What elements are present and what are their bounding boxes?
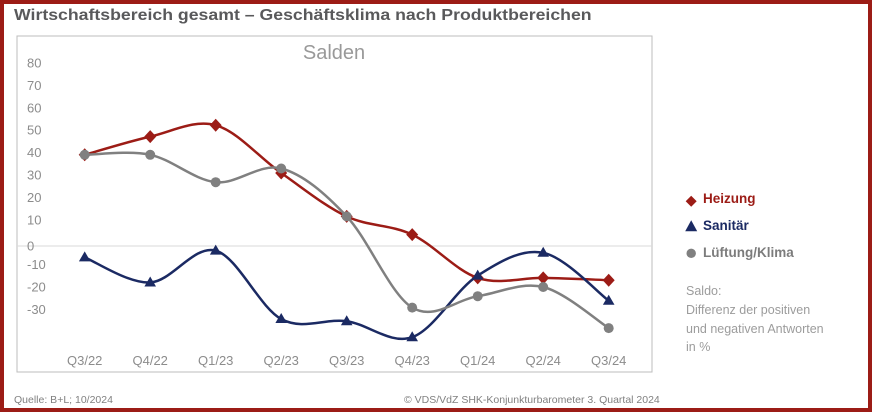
svg-text:0: 0	[27, 239, 34, 254]
svg-text:Salden: Salden	[303, 42, 365, 64]
svg-text:10: 10	[27, 212, 41, 227]
svg-text:Q2/24: Q2/24	[525, 353, 560, 368]
svg-text:30: 30	[27, 168, 41, 183]
svg-text:Q4/23: Q4/23	[394, 353, 429, 368]
svg-text:Q4/22: Q4/22	[132, 353, 167, 368]
svg-text:Q2/23: Q2/23	[263, 353, 298, 368]
svg-text:-10: -10	[27, 257, 46, 272]
svg-text:Q3/22: Q3/22	[67, 353, 102, 368]
svg-text:20: 20	[27, 190, 41, 205]
svg-text:Q3/23: Q3/23	[329, 353, 364, 368]
svg-text:Q1/24: Q1/24	[460, 353, 495, 368]
svg-text:70: 70	[27, 78, 41, 93]
svg-text:-20: -20	[27, 280, 46, 295]
svg-text:-30: -30	[27, 302, 46, 317]
svg-text:80: 80	[27, 56, 41, 71]
svg-text:60: 60	[27, 100, 41, 115]
svg-text:50: 50	[27, 123, 41, 138]
svg-text:Q3/24: Q3/24	[591, 353, 626, 368]
svg-text:Q1/23: Q1/23	[198, 353, 233, 368]
svg-text:40: 40	[27, 145, 41, 160]
